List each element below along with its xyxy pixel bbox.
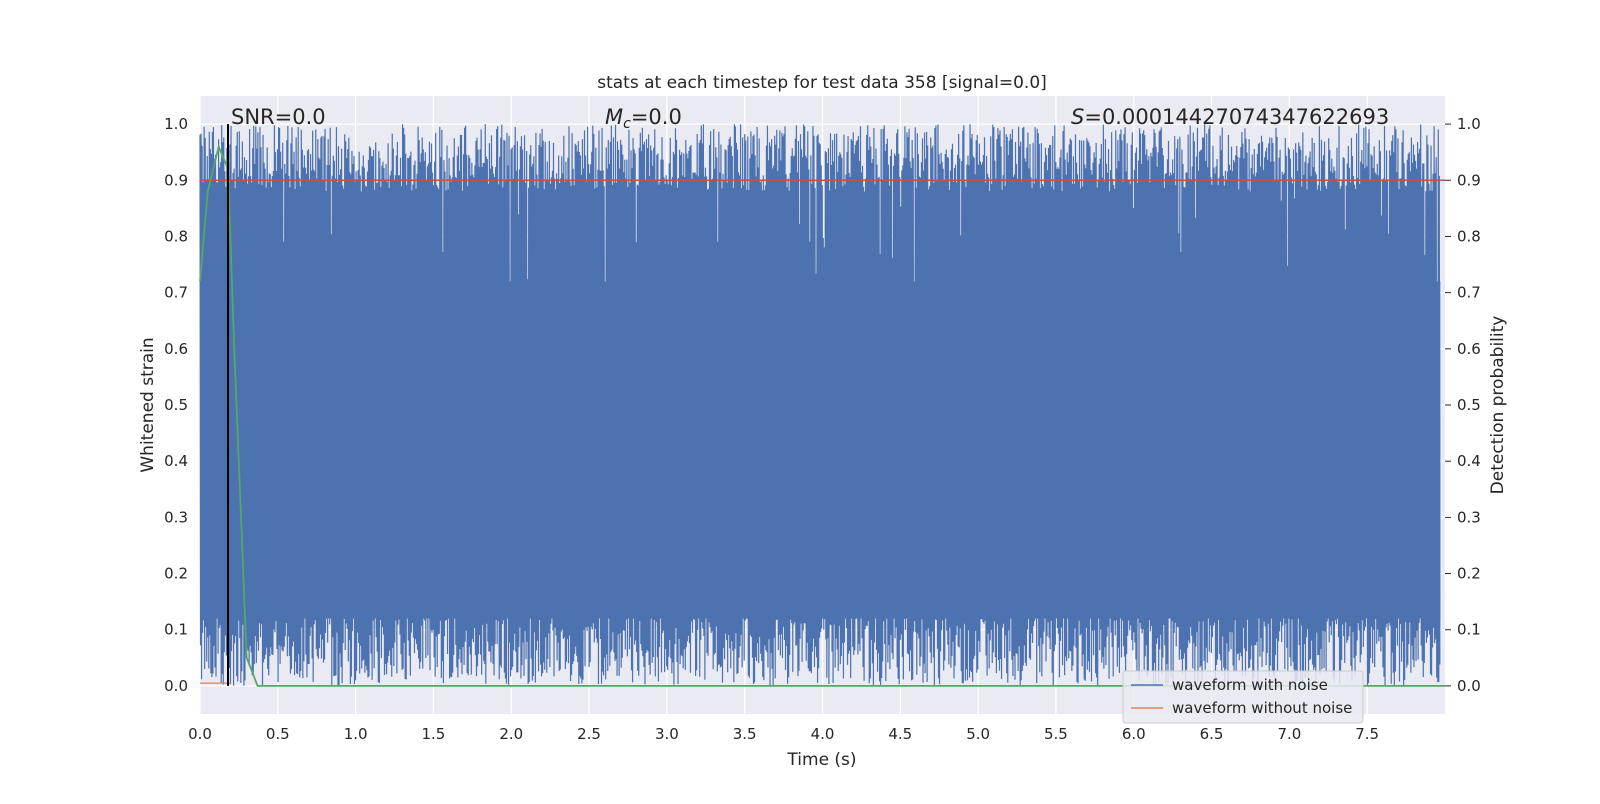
y-tick-label-left: 0.0 bbox=[164, 677, 188, 695]
y-tick-label-right: 0.1 bbox=[1457, 621, 1481, 639]
s-value: =0.0001442707434762269​3 bbox=[1084, 105, 1389, 129]
chirp-mass-value: =0.0 bbox=[631, 105, 682, 129]
series-waveform-band-body bbox=[200, 281, 1441, 619]
y-tick-label-right: 0.2 bbox=[1457, 565, 1481, 583]
y-tick-label-right: 1.0 bbox=[1457, 115, 1481, 133]
x-tick-label: 4.5 bbox=[888, 725, 912, 743]
axis-layer: 0.0 0.0 0.1 0.1 0.2 0.2 0.3 0.3 0.4 0.4 0.5 0.5 0.6 0… bbox=[164, 115, 1481, 743]
x-tick-label: 3.0 bbox=[655, 725, 679, 743]
x-tick-label: 2.0 bbox=[499, 725, 523, 743]
y-tick-label-right: 0.4 bbox=[1457, 452, 1481, 470]
y-tick-label-left: 0.3 bbox=[164, 508, 188, 526]
series-detection-probability bbox=[199, 143, 1445, 687]
x-tick-label: 3.5 bbox=[733, 725, 757, 743]
x-tick-label: 7.5 bbox=[1355, 725, 1379, 743]
legend: waveform with noise waveform without noi… bbox=[1122, 670, 1364, 724]
x-tick-label: 0.0 bbox=[188, 725, 212, 743]
x-tick-label: 5.0 bbox=[966, 725, 990, 743]
y-tick-label-right: 0.9 bbox=[1457, 171, 1481, 189]
y-tick-label-left: 1.0 bbox=[164, 115, 188, 133]
chart-title: stats at each timestep for test data 358… bbox=[597, 73, 1047, 93]
y-tick-label-left: 0.1 bbox=[164, 621, 188, 639]
x-tick-label: 2.5 bbox=[577, 725, 601, 743]
y-tick-label-right: 0.6 bbox=[1457, 340, 1481, 358]
y-tick-label-right: 0.3 bbox=[1457, 508, 1481, 526]
y-tick-label-left: 0.8 bbox=[164, 227, 188, 245]
y-tick-label-right: 0.8 bbox=[1457, 227, 1481, 245]
x-tick-label: 1.0 bbox=[344, 725, 368, 743]
series-layer bbox=[199, 124, 1441, 686]
chirp-mass-annotation: Mc=0.0 bbox=[605, 105, 682, 132]
x-tick-label: 7.0 bbox=[1277, 725, 1301, 743]
x-tick-label: 6.5 bbox=[1200, 725, 1224, 743]
x-axis-label: Time (s) bbox=[786, 750, 856, 770]
y-tick-label-left: 0.2 bbox=[164, 565, 188, 583]
y-tick-label-left: 0.6 bbox=[164, 340, 188, 358]
y-tick-label-left: 0.9 bbox=[164, 171, 188, 189]
overlay-layer bbox=[199, 124, 1445, 687]
x-tick-label: 1.5 bbox=[422, 725, 446, 743]
y-tick-label-right: 0.7 bbox=[1457, 284, 1481, 302]
legend-label-noise: waveform with noise bbox=[1172, 676, 1328, 694]
y-tick-label-right: 0.5 bbox=[1457, 396, 1481, 414]
y-tick-label-left: 0.7 bbox=[164, 284, 188, 302]
s-symbol: S bbox=[1071, 105, 1084, 129]
chirp-mass-subscript: c bbox=[623, 116, 631, 132]
s-annotation: S=0.0001442707434762269​3 bbox=[1071, 105, 1389, 129]
y-tick-label-right: 0.0 bbox=[1457, 677, 1481, 695]
y-tick-label-left: 0.5 bbox=[164, 396, 188, 414]
x-tick-label: 5.5 bbox=[1044, 725, 1068, 743]
chirp-mass-symbol: M bbox=[605, 105, 623, 129]
y-axis-label-right: Detection probability bbox=[1488, 316, 1508, 495]
legend-label-clean: waveform without noise bbox=[1172, 699, 1352, 717]
y-tick-label-left: 0.4 bbox=[164, 452, 188, 470]
x-tick-label: 0.5 bbox=[266, 725, 290, 743]
y-axis-label-left: Whitened strain bbox=[138, 337, 158, 472]
x-tick-label: 4.0 bbox=[811, 725, 835, 743]
legend-box bbox=[1122, 670, 1364, 724]
snr-annotation: SNR=0.0 bbox=[231, 105, 326, 129]
x-tick-label: 6.0 bbox=[1122, 725, 1146, 743]
